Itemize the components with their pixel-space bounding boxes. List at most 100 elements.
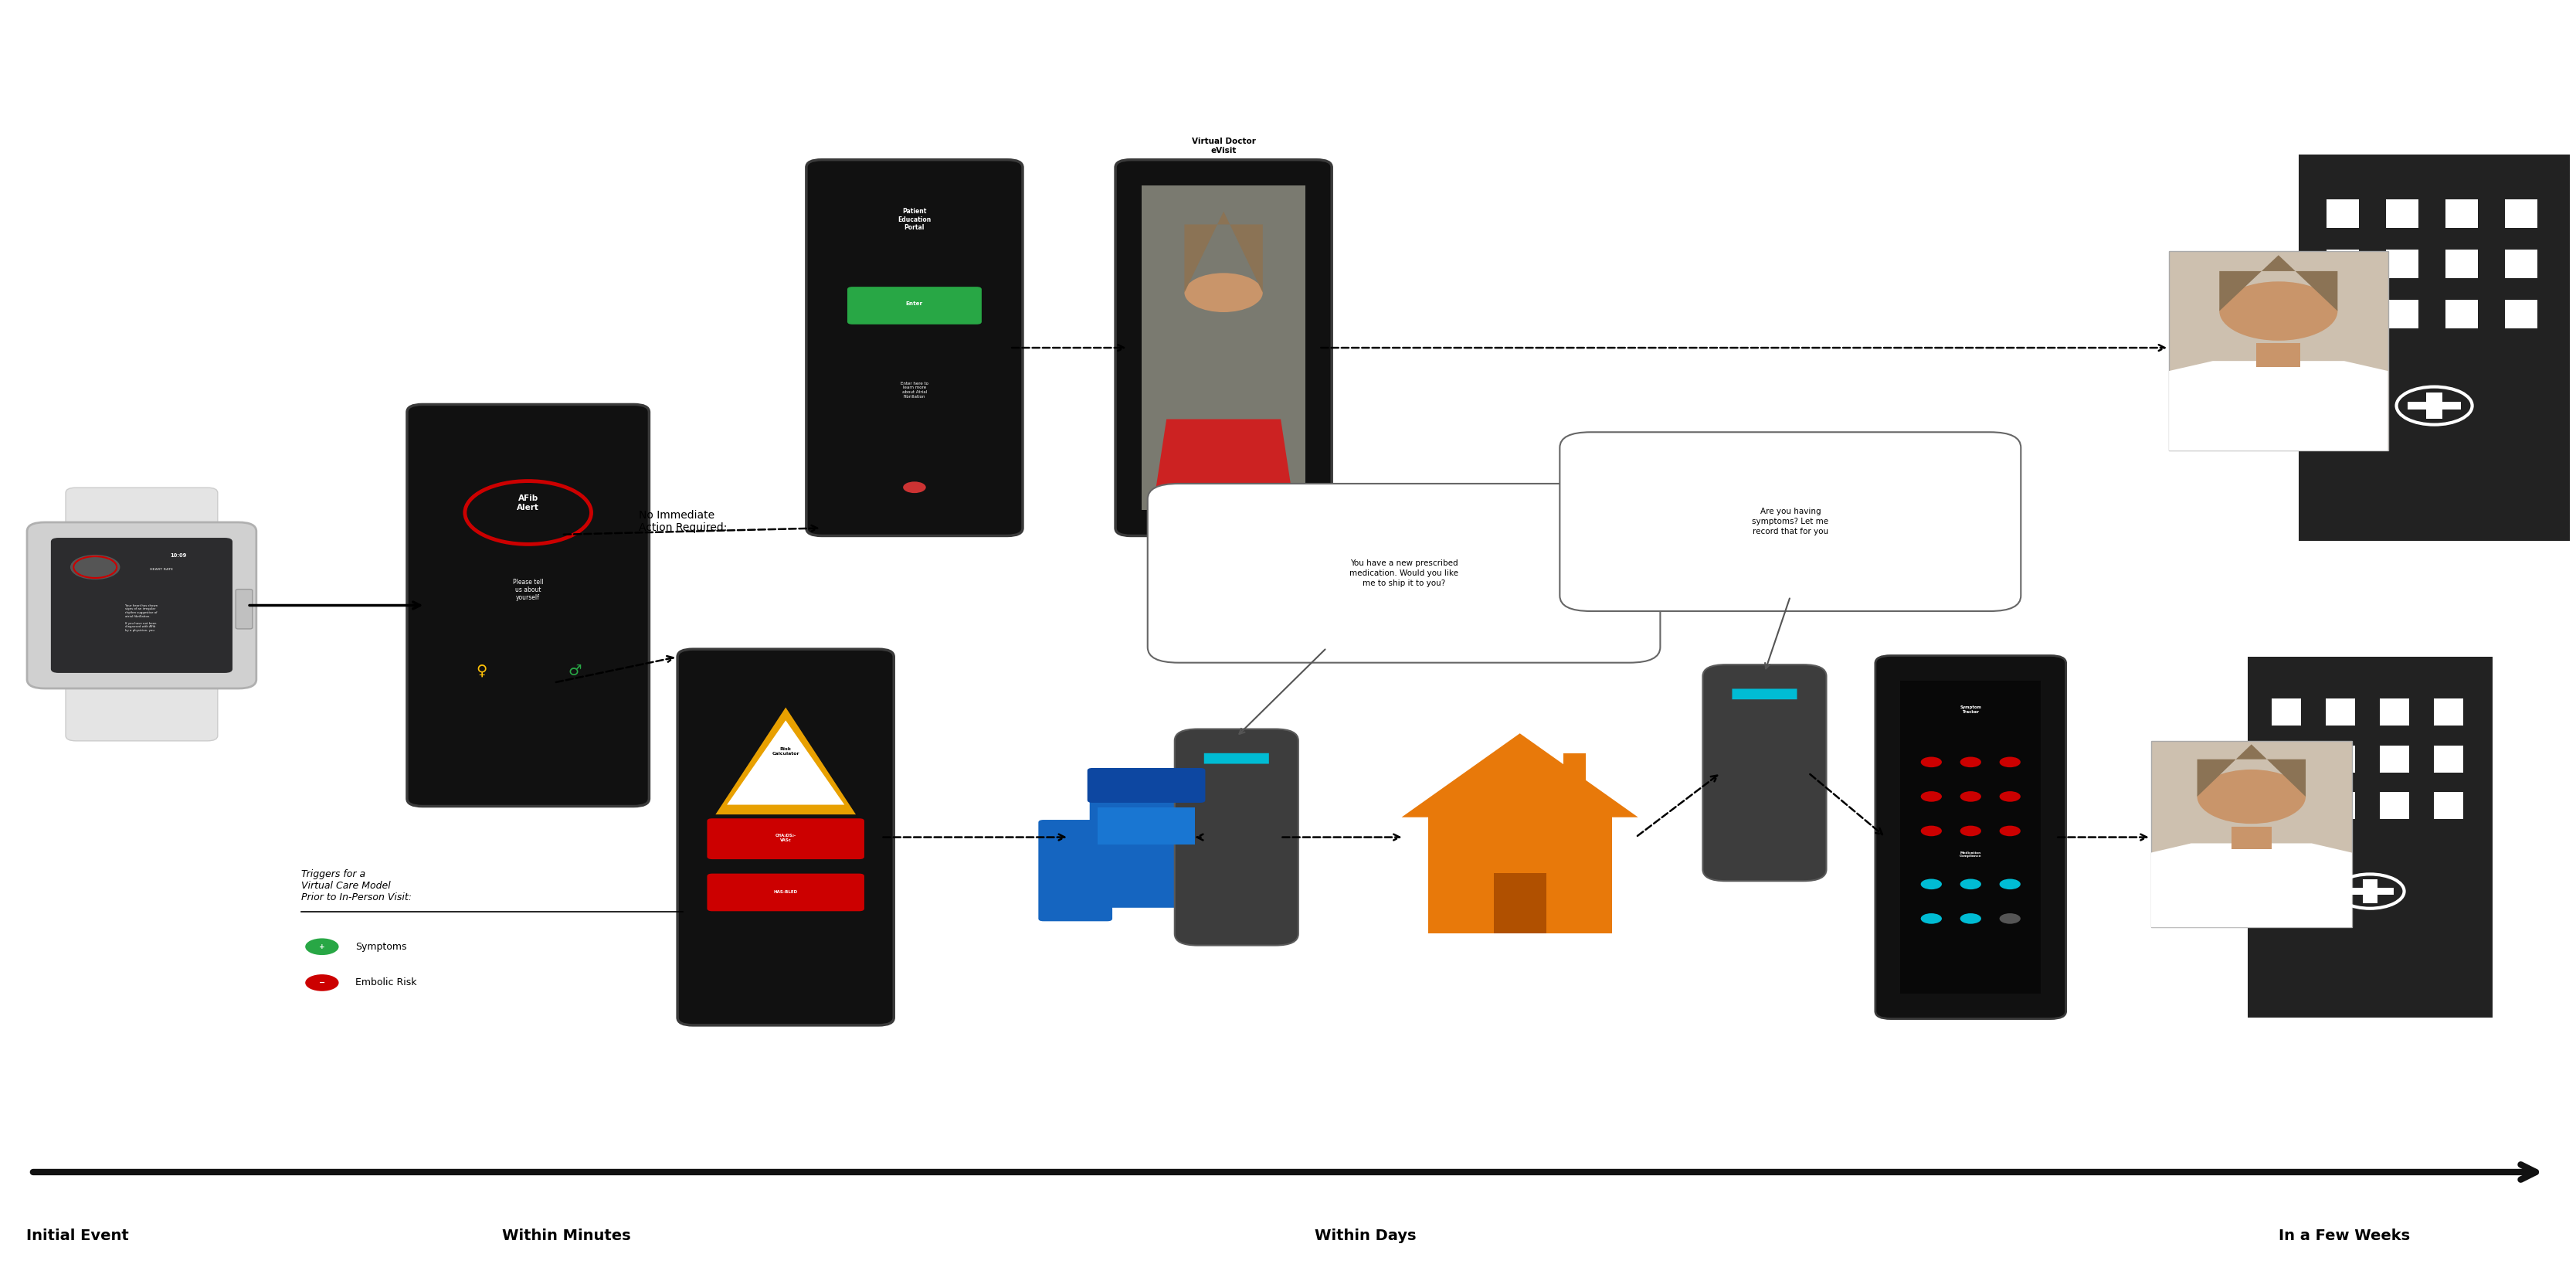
FancyBboxPatch shape [1564,753,1584,797]
Circle shape [1922,913,1942,923]
Text: HEART RATE: HEART RATE [149,568,173,572]
Circle shape [1185,273,1262,312]
Text: Symptoms: Symptoms [355,942,407,952]
FancyBboxPatch shape [806,160,1023,536]
FancyBboxPatch shape [1115,160,1332,536]
Circle shape [1999,791,2020,802]
FancyBboxPatch shape [2427,393,2442,419]
FancyBboxPatch shape [2326,300,2360,328]
FancyBboxPatch shape [2326,250,2360,278]
Circle shape [1960,878,1981,890]
Polygon shape [726,720,845,805]
FancyBboxPatch shape [2326,792,2354,819]
FancyBboxPatch shape [1141,185,1306,510]
Polygon shape [2197,744,2306,796]
Text: Within Days: Within Days [1314,1229,1417,1243]
Circle shape [1922,826,1942,836]
FancyBboxPatch shape [2272,746,2300,773]
Text: −: − [319,979,325,987]
FancyBboxPatch shape [2231,827,2272,849]
Circle shape [1922,791,1942,802]
FancyBboxPatch shape [1149,484,1659,662]
Polygon shape [2151,844,2352,927]
FancyBboxPatch shape [2385,300,2419,328]
Text: Symptom
Tracker: Symptom Tracker [1960,706,1981,714]
Text: Risk
Calculator: Risk Calculator [773,747,799,755]
Circle shape [1999,826,2020,836]
Text: AFib
Alert: AFib Alert [518,495,538,511]
Polygon shape [716,707,855,814]
Circle shape [1960,826,1981,836]
FancyBboxPatch shape [28,523,258,688]
FancyBboxPatch shape [1875,656,2066,1019]
FancyBboxPatch shape [1038,820,1113,921]
FancyBboxPatch shape [407,404,649,806]
Circle shape [70,555,121,580]
Text: You have a new prescribed
medication. Would you like
me to ship it to you?: You have a new prescribed medication. Wo… [1350,559,1458,587]
FancyBboxPatch shape [2326,746,2354,773]
Text: Embolic Risk: Embolic Risk [355,978,417,988]
Text: ♀: ♀ [477,663,487,679]
FancyBboxPatch shape [2326,200,2360,228]
Text: Virtual Doctor
eVisit: Virtual Doctor eVisit [1193,138,1255,155]
FancyBboxPatch shape [52,538,232,672]
FancyBboxPatch shape [2362,880,2378,903]
FancyBboxPatch shape [703,675,868,999]
Circle shape [2197,769,2306,824]
FancyBboxPatch shape [2347,887,2393,895]
FancyBboxPatch shape [2385,250,2419,278]
FancyBboxPatch shape [1087,768,1206,802]
FancyBboxPatch shape [2504,200,2537,228]
FancyBboxPatch shape [435,431,621,779]
Text: 10:09: 10:09 [170,554,185,558]
FancyBboxPatch shape [2151,741,2352,927]
FancyBboxPatch shape [67,675,216,741]
Text: Enter here to
learn more
about Atrial
Fibrillation: Enter here to learn more about Atrial Fi… [902,381,927,398]
Text: Please tell
us about
yourself: Please tell us about yourself [513,578,544,601]
Polygon shape [1185,211,1262,292]
Text: In a Few Weeks: In a Few Weeks [2277,1229,2411,1243]
Text: Within Minutes: Within Minutes [502,1229,631,1243]
Text: Are you having
symptoms? Let me
record that for you: Are you having symptoms? Let me record t… [1752,507,1829,536]
FancyBboxPatch shape [2434,698,2463,725]
Text: CHA₂DS₂-
VASc: CHA₂DS₂- VASc [775,835,796,842]
Text: Patient
Education
Portal: Patient Education Portal [899,209,930,232]
Text: Your heart has shown
signs of an irregular
rhythm suggestive of
atrial fibrillat: Your heart has shown signs of an irregul… [126,604,157,632]
FancyBboxPatch shape [848,287,981,325]
FancyBboxPatch shape [2169,251,2388,451]
Polygon shape [1154,419,1293,493]
Circle shape [1922,878,1942,890]
Polygon shape [2169,361,2388,451]
FancyBboxPatch shape [67,488,216,554]
Circle shape [1999,878,2020,890]
Circle shape [307,974,340,992]
FancyBboxPatch shape [2380,746,2409,773]
FancyBboxPatch shape [1703,665,1826,881]
Polygon shape [1401,733,1638,818]
Text: Medication
Compliance: Medication Compliance [1960,851,1981,858]
Text: ♂: ♂ [567,663,582,679]
FancyBboxPatch shape [2326,698,2354,725]
Circle shape [1960,791,1981,802]
Circle shape [1960,757,1981,768]
Text: HAS-BLED: HAS-BLED [773,890,799,894]
Circle shape [1999,913,2020,923]
FancyBboxPatch shape [2380,698,2409,725]
Polygon shape [2221,255,2336,310]
FancyBboxPatch shape [1203,753,1270,764]
FancyBboxPatch shape [2434,792,2463,819]
FancyBboxPatch shape [2272,698,2300,725]
FancyBboxPatch shape [706,873,866,911]
FancyBboxPatch shape [2272,792,2300,819]
FancyBboxPatch shape [1731,689,1798,699]
FancyBboxPatch shape [2246,657,2494,1018]
FancyBboxPatch shape [2445,300,2478,328]
Text: +: + [319,943,325,951]
Circle shape [1922,757,1942,768]
Circle shape [307,938,340,956]
FancyBboxPatch shape [237,590,252,629]
FancyBboxPatch shape [1090,774,1203,908]
FancyBboxPatch shape [2257,343,2300,367]
FancyBboxPatch shape [1175,729,1298,945]
Circle shape [1960,913,1981,923]
